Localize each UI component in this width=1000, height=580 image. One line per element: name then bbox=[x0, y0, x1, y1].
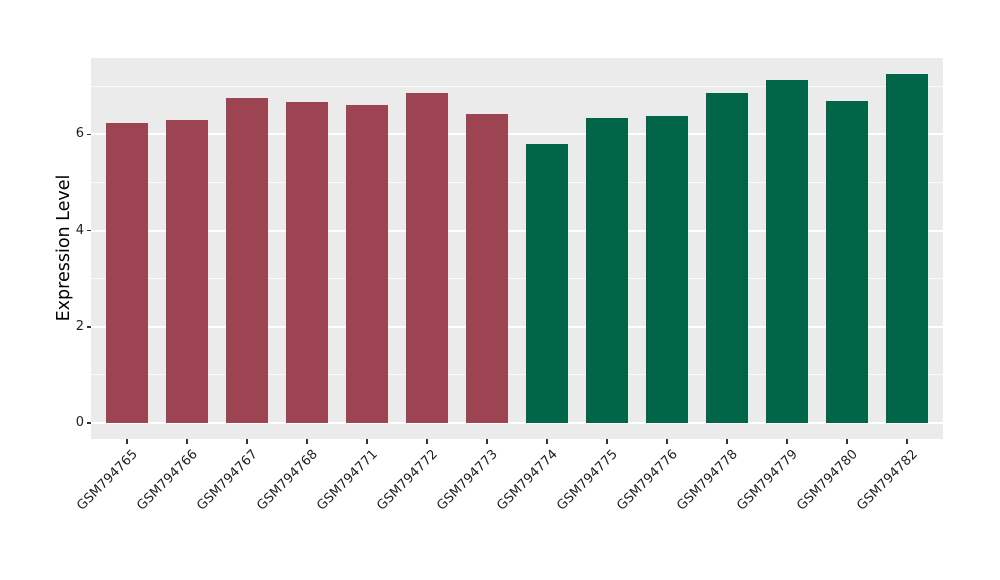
bar-GSM794773 bbox=[466, 113, 508, 423]
minor-gridline bbox=[91, 182, 943, 183]
x-tick-label-text: GSM794767 bbox=[194, 447, 261, 514]
x-tick-label-text: GSM794779 bbox=[734, 447, 801, 514]
x-tick-mark bbox=[666, 439, 668, 444]
major-gridline bbox=[91, 229, 943, 232]
x-tick-mark bbox=[786, 439, 788, 444]
x-tick-mark bbox=[486, 439, 488, 444]
bar-GSM794778 bbox=[706, 92, 748, 423]
major-gridline bbox=[91, 325, 943, 328]
x-tick-mark bbox=[366, 439, 368, 444]
x-tick-mark bbox=[726, 439, 728, 444]
y-tick-mark bbox=[86, 133, 91, 136]
x-tick-label-text: GSM794771 bbox=[314, 447, 381, 514]
x-tick-mark bbox=[606, 439, 608, 444]
x-tick-label-text: GSM794772 bbox=[374, 447, 441, 514]
y-tick-mark bbox=[86, 326, 91, 328]
x-tick-label-text: GSM794773 bbox=[434, 447, 501, 514]
bar-GSM794771 bbox=[346, 104, 388, 423]
x-tick-mark bbox=[426, 439, 428, 444]
x-tick-mark bbox=[906, 439, 908, 444]
bar-GSM794765 bbox=[106, 123, 148, 423]
x-tick-mark bbox=[306, 439, 308, 444]
minor-gridline bbox=[91, 374, 943, 376]
x-tick-label-text: GSM794768 bbox=[254, 447, 321, 514]
minor-gridline bbox=[91, 85, 943, 87]
x-tick-label-text: GSM794765 bbox=[74, 447, 141, 514]
x-tick-label-text: GSM794780 bbox=[794, 447, 861, 514]
x-tick-mark bbox=[246, 439, 248, 444]
y-tick-mark bbox=[86, 422, 91, 424]
x-tick-label-text: GSM794782 bbox=[854, 447, 921, 514]
minor-gridline bbox=[91, 278, 943, 280]
bar-GSM794780 bbox=[826, 100, 868, 423]
x-tick-mark bbox=[846, 439, 848, 444]
x-tick-label-text: GSM794766 bbox=[134, 447, 201, 514]
y-axis-title-text: Expression Level bbox=[54, 174, 74, 322]
x-tick-label-text: GSM794776 bbox=[614, 447, 681, 514]
x-tick-label-text: GSM794774 bbox=[494, 447, 561, 514]
x-tick-mark bbox=[186, 439, 188, 444]
major-gridline bbox=[91, 422, 943, 424]
bar-GSM794782 bbox=[886, 74, 928, 423]
plot-panel bbox=[91, 58, 943, 439]
bar-GSM794768 bbox=[286, 102, 328, 423]
x-tick-label-text: GSM794778 bbox=[674, 447, 741, 514]
bar-GSM794775 bbox=[586, 118, 628, 423]
major-gridline bbox=[91, 133, 943, 136]
y-tick-mark bbox=[86, 229, 91, 232]
bar-GSM794766 bbox=[166, 119, 208, 423]
y-tick-label: 6 bbox=[75, 126, 84, 142]
bar-GSM794774 bbox=[526, 144, 568, 423]
x-tick-label-text: GSM794775 bbox=[554, 447, 621, 514]
x-tick-mark bbox=[126, 439, 128, 444]
y-tick-label: 2 bbox=[75, 318, 84, 334]
x-tick-mark bbox=[546, 439, 548, 444]
bar-GSM794767 bbox=[226, 98, 268, 423]
bar-GSM794779 bbox=[766, 79, 808, 423]
y-tick-label: 4 bbox=[75, 222, 84, 238]
bar-GSM794776 bbox=[646, 115, 688, 423]
y-tick-label: 0 bbox=[75, 415, 84, 430]
bar-GSM794772 bbox=[406, 93, 448, 423]
